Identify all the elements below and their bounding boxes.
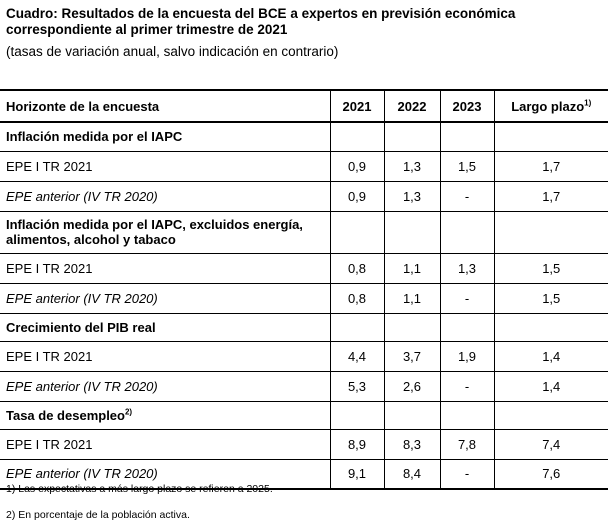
cell-2022: 8,4 xyxy=(383,459,440,490)
section-label: Inflación medida por el IAPC, excluidos … xyxy=(0,211,330,254)
table-row: EPE anterior (IV TR 2020) 5,3 2,6 - 1,4 xyxy=(0,371,608,402)
cell-2021: 8,9 xyxy=(329,429,384,460)
header-long-term: Largo plazo1) xyxy=(493,89,608,123)
cell-2023: - xyxy=(439,459,494,490)
footnote-1: 1) Las expectativas a más largo plazo se… xyxy=(6,483,273,495)
row-label: EPE I TR 2021 xyxy=(0,151,330,182)
cell-2021: 5,3 xyxy=(329,371,384,402)
section-label-text: Tasa de desempleo xyxy=(6,407,125,423)
row-label: EPE I TR 2021 xyxy=(0,429,330,460)
table-subtitle: (tasas de variación anual, salvo indicac… xyxy=(6,44,339,59)
section-row: Inflación medida por el IAPC, excluidos … xyxy=(0,211,608,254)
table-row: EPE anterior (IV TR 2020) 0,8 1,1 - 1,5 xyxy=(0,283,608,314)
row-label: EPE anterior (IV TR 2020) xyxy=(0,283,330,314)
table-row: EPE anterior (IV TR 2020) 0,9 1,3 - 1,7 xyxy=(0,181,608,212)
cell-long-term: 7,4 xyxy=(493,429,608,460)
cell-2022: 1,1 xyxy=(383,283,440,314)
header-long-label: Largo plazo xyxy=(511,98,585,114)
cell-2022: 3,7 xyxy=(383,341,440,372)
cell-long-term: 1,7 xyxy=(493,151,608,182)
table-row: EPE I TR 2021 0,9 1,3 1,5 1,7 xyxy=(0,151,608,182)
row-label: EPE anterior (IV TR 2020) xyxy=(0,371,330,402)
table-row: EPE anterior (IV TR 2020) 9,1 8,4 - 7,6 xyxy=(0,459,608,490)
header-2021: 2021 xyxy=(329,89,384,123)
section-row: Inflación medida por el IAPC xyxy=(0,122,608,152)
cell-2022: 1,1 xyxy=(383,253,440,284)
section-footnote-ref: 2) xyxy=(124,407,133,417)
cell-long-term: 1,5 xyxy=(493,253,608,284)
row-label: EPE anterior (IV TR 2020) xyxy=(0,181,330,212)
cell-2023: 1,3 xyxy=(439,253,494,284)
cell-2021: 0,9 xyxy=(329,151,384,182)
cell-2021: 0,8 xyxy=(329,283,384,314)
section-label: Tasa de desempleo2) xyxy=(0,401,330,430)
cell-2022: 2,6 xyxy=(383,371,440,402)
table-row: EPE I TR 2021 8,9 8,3 7,8 7,4 xyxy=(0,429,608,460)
row-label: EPE anterior (IV TR 2020) xyxy=(0,459,330,490)
cell-2021: 0,8 xyxy=(329,253,384,284)
section-row: Crecimiento del PIB real xyxy=(0,313,608,342)
header-2022: 2022 xyxy=(383,89,440,123)
cell-2022: 8,3 xyxy=(383,429,440,460)
cell-long-term: 1,5 xyxy=(493,283,608,314)
section-label: Inflación medida por el IAPC xyxy=(0,122,330,152)
cell-2022: 1,3 xyxy=(383,151,440,182)
header-2023: 2023 xyxy=(439,89,494,123)
cell-2023: - xyxy=(439,181,494,212)
header-long-footnote-ref: 1) xyxy=(584,98,592,108)
cell-2021: 0,9 xyxy=(329,181,384,212)
row-label: EPE I TR 2021 xyxy=(0,253,330,284)
section-row: Tasa de desempleo2) xyxy=(0,401,608,430)
cell-2021: 9,1 xyxy=(329,459,384,490)
cell-2021: 4,4 xyxy=(329,341,384,372)
cell-long-term: 1,4 xyxy=(493,371,608,402)
cell-2023: 1,5 xyxy=(439,151,494,182)
cell-2022: 1,3 xyxy=(383,181,440,212)
section-label: Crecimiento del PIB real xyxy=(0,313,330,342)
table-title: Cuadro: Resultados de la encuesta del BC… xyxy=(6,6,516,37)
cell-2023: - xyxy=(439,371,494,402)
cell-2023: 7,8 xyxy=(439,429,494,460)
cell-2023: - xyxy=(439,283,494,314)
table-row: EPE I TR 2021 4,4 3,7 1,9 1,4 xyxy=(0,341,608,372)
cell-long-term: 1,7 xyxy=(493,181,608,212)
footnote-2: 2) En porcentaje de la población activa. xyxy=(6,509,190,521)
cell-long-term: 1,4 xyxy=(493,341,608,372)
header-row: Horizonte de la encuesta 2021 2022 2023 … xyxy=(0,89,608,123)
cell-long-term: 7,6 xyxy=(493,459,608,490)
survey-table: Horizonte de la encuesta 2021 2022 2023 … xyxy=(0,89,608,490)
cell-2023: 1,9 xyxy=(439,341,494,372)
table-row: EPE I TR 2021 0,8 1,1 1,3 1,5 xyxy=(0,253,608,284)
row-label: EPE I TR 2021 xyxy=(0,341,330,372)
header-horizon: Horizonte de la encuesta xyxy=(0,89,330,123)
